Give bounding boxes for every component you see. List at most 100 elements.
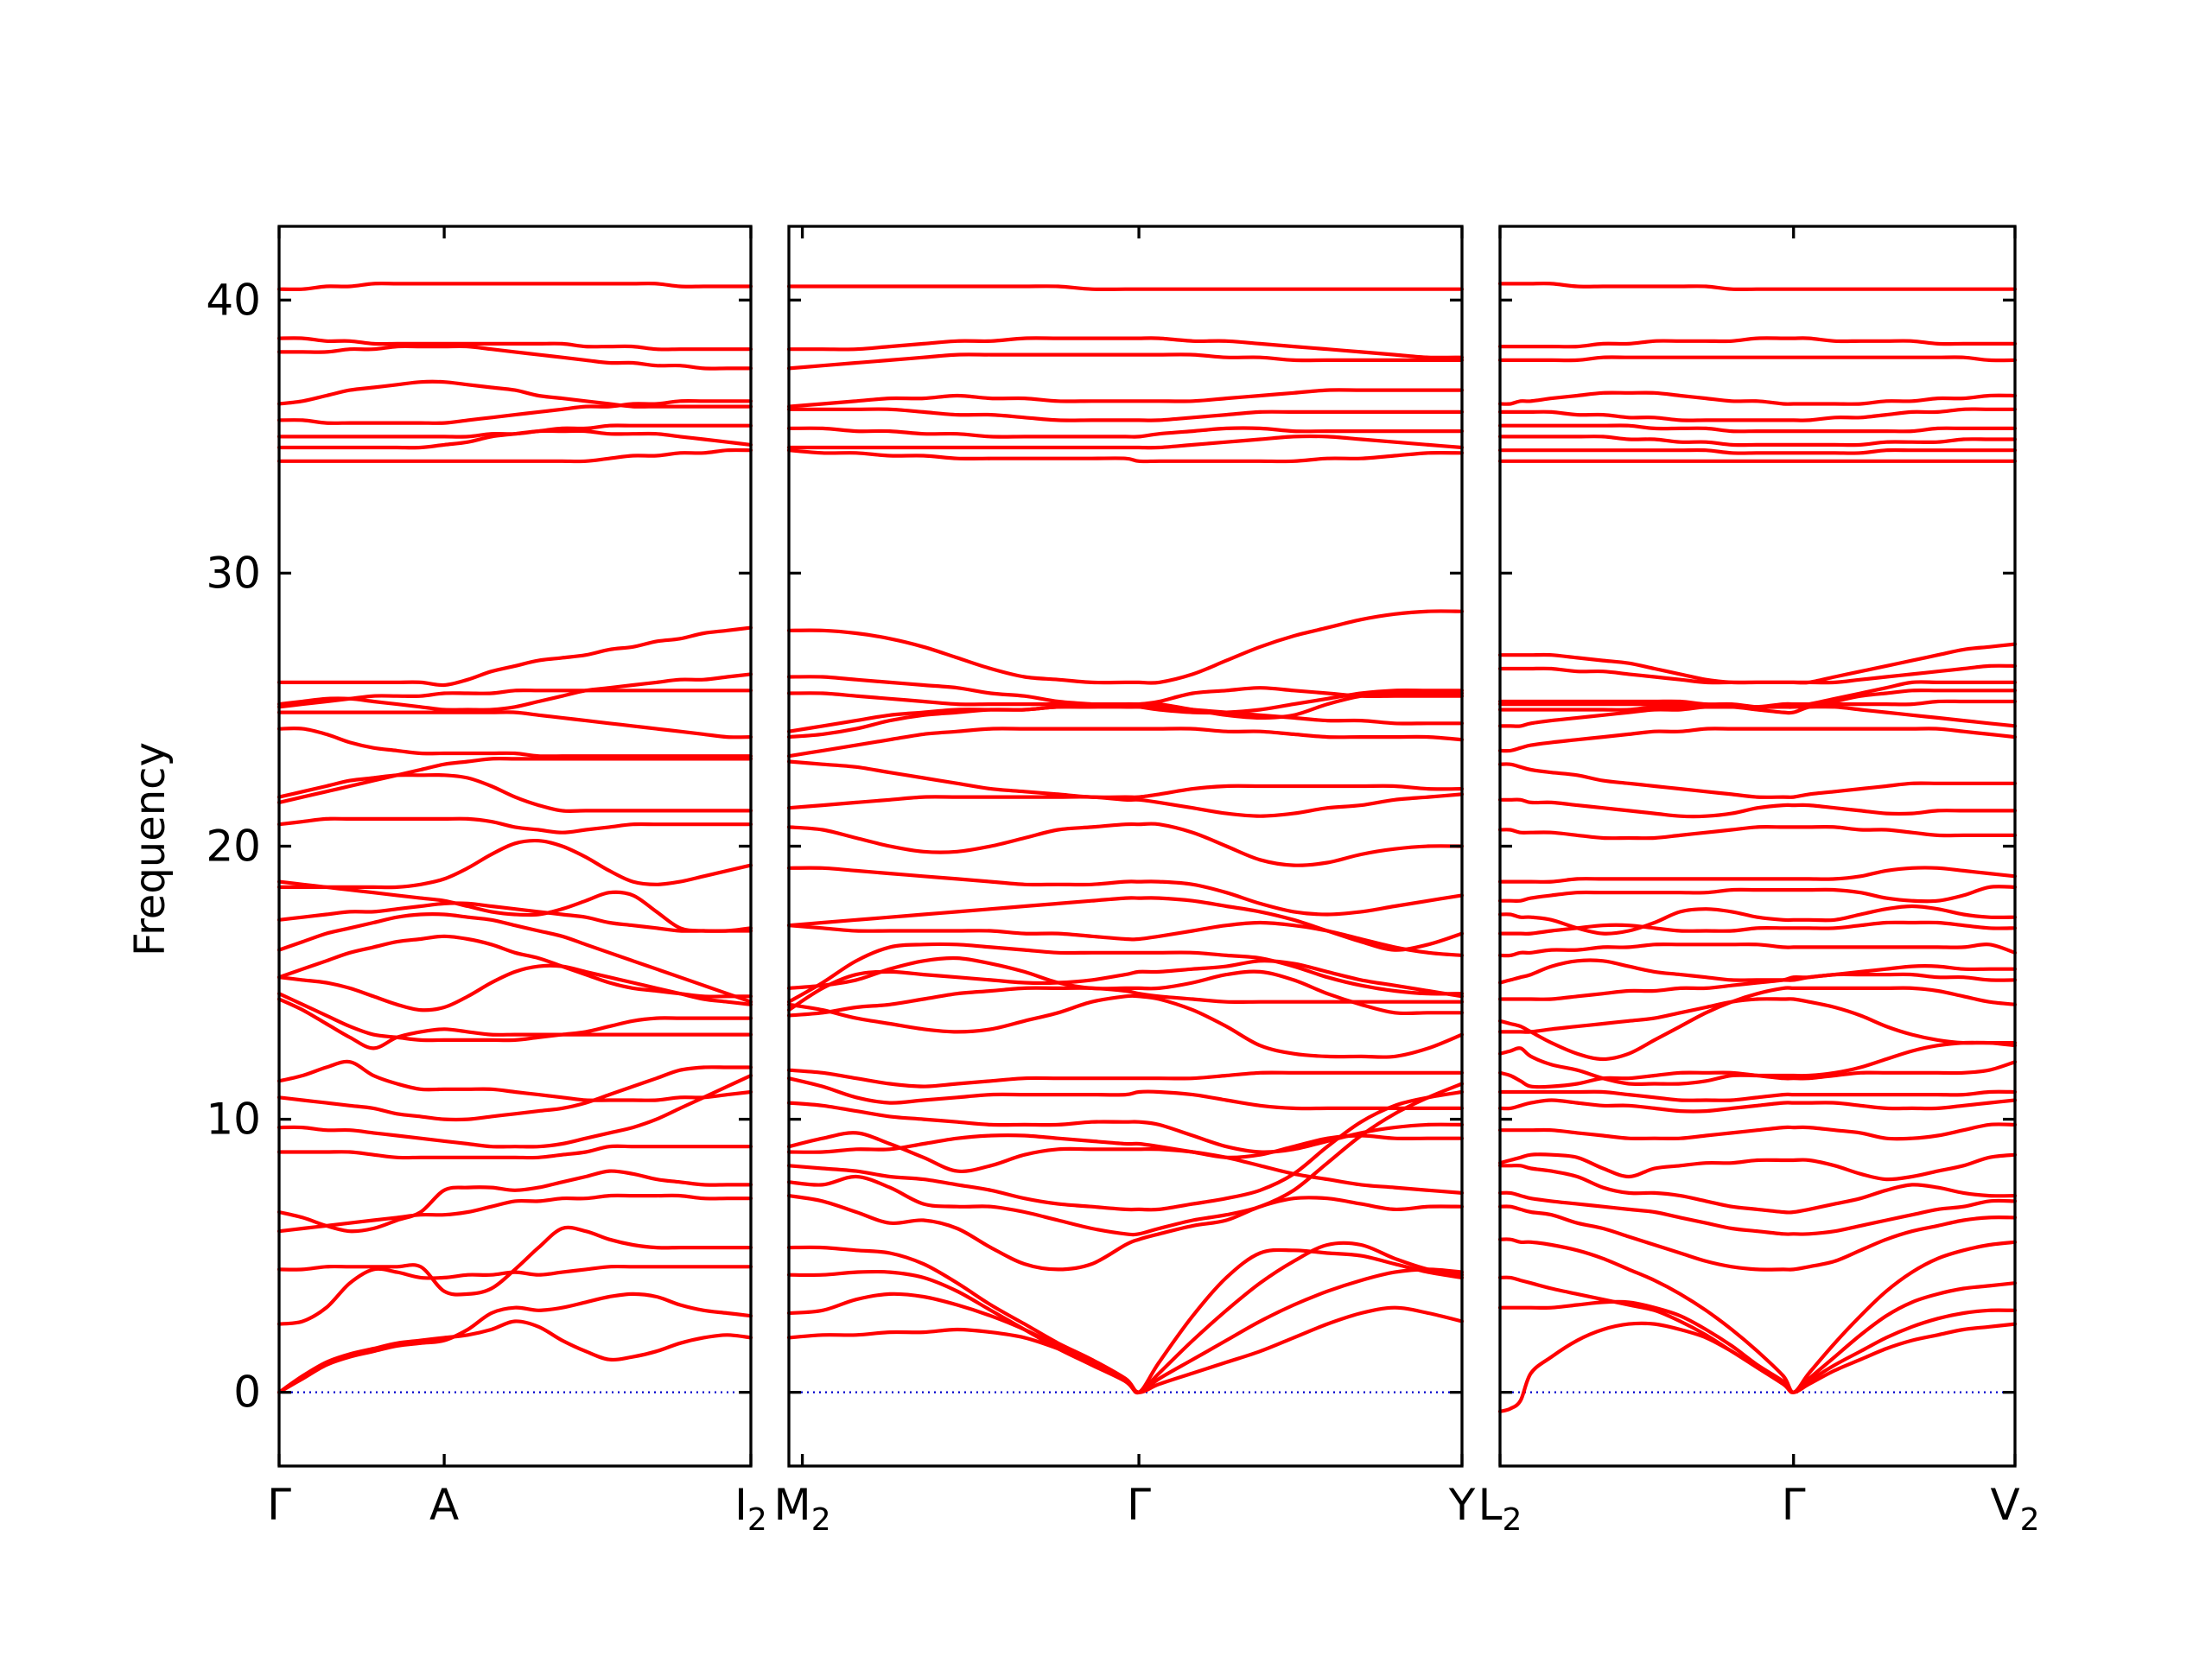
phonon-band-line [786, 822, 1465, 867]
phonon-band-line [786, 1245, 1465, 1395]
phonon-band-line [786, 1131, 1465, 1195]
phonon-band-line [276, 816, 753, 835]
phonon-band-line [1497, 942, 2018, 958]
phonon-band-line [276, 934, 753, 999]
phonon-band-line [786, 675, 1465, 715]
phonon-band-line [1497, 355, 2018, 363]
phonon-band-line [276, 901, 753, 933]
band-panel-2: M2 Γ Y [774, 225, 1476, 1538]
phonon-band-line [786, 1076, 1465, 1111]
phonon-band-line [1497, 680, 2018, 709]
phonon-band-line [786, 1068, 1465, 1089]
phonon-band-line [786, 759, 1465, 799]
phonon-band-line [1497, 688, 2018, 715]
phonon-band-line [1497, 447, 2018, 455]
phonon-band-line [276, 710, 753, 739]
phonon-band-line [786, 1082, 1465, 1237]
phonon-band-line [786, 1194, 1465, 1272]
phonon-band-line [1497, 958, 2018, 985]
phonon-band-line [786, 866, 1465, 917]
phonon-band-line [786, 896, 1465, 952]
phonon-band-line [786, 1133, 1465, 1160]
phonon-band-line [1497, 435, 2018, 447]
x-tick-label: A [429, 1480, 459, 1530]
phonon-band-line [1497, 1299, 2018, 1394]
phonon-band-line [1497, 972, 2018, 1001]
phonon-band-line [1497, 762, 2018, 799]
x-tick-label: I2 [734, 1480, 767, 1538]
phonon-band-line [276, 344, 753, 371]
phonon-band-line [786, 609, 1465, 685]
phonon-band-line [1497, 1163, 2018, 1215]
phonon-band-line [786, 1241, 1465, 1394]
phonon-band-line [276, 992, 753, 1043]
phonon-band-line [276, 1319, 753, 1394]
phonon-band-line [276, 997, 753, 1050]
x-tick-label: M2 [774, 1480, 831, 1538]
phonon-band-line [276, 1264, 753, 1326]
phonon-band-line [1497, 1089, 2018, 1102]
phonon-band-line [786, 959, 1465, 1012]
phonon-band-line [276, 879, 753, 933]
y-axis-label: Frequency [126, 742, 175, 956]
phonon-band-line [786, 993, 1465, 1059]
phonon-band-line [786, 388, 1465, 409]
phonon-band-line [1497, 336, 2018, 349]
phonon-band-line [1497, 1190, 2018, 1236]
phonon-band-line [786, 727, 1465, 759]
phonon-band-line [1497, 1152, 2018, 1182]
phonon-band-line [1497, 885, 2018, 904]
y-tick-label: 0 [233, 1368, 261, 1418]
phonon-band-line [1497, 282, 2018, 292]
phonon-band-line [1497, 1204, 2018, 1272]
phonon-band-line [1497, 825, 2018, 841]
phonon-band-line [786, 704, 1465, 739]
phonon-band-line [276, 727, 753, 759]
phonon-band-line [276, 772, 753, 813]
phonon-band-line [1497, 727, 2018, 753]
phonon-band-line [786, 792, 1465, 818]
x-tick-label: Γ [1127, 1480, 1151, 1530]
phonon-band-line [786, 426, 1465, 439]
phonon-band-line [786, 448, 1465, 464]
band-panel-1: Γ A I2 [267, 225, 767, 1538]
phonon-band-line [786, 434, 1465, 450]
phonon-band-line [786, 336, 1465, 360]
phonon-band-line [786, 920, 1465, 957]
phonon-band-line [1497, 390, 2018, 406]
phonon-band-line [276, 1059, 753, 1102]
phonon-band-line [786, 407, 1465, 422]
phonon-band-line [276, 1065, 753, 1122]
phonon-band-line [786, 352, 1465, 371]
y-tick-label: 20 [206, 822, 261, 872]
phonon-band-line [1497, 797, 2018, 819]
x-tick-label: Γ [1782, 1480, 1806, 1530]
phonon-band-line [276, 963, 753, 1012]
phonon-band-line [276, 757, 753, 804]
phonon-band-line [276, 672, 753, 712]
phonon-band-line [1497, 407, 2018, 422]
phonon-band-line [276, 625, 753, 688]
phonon-band-line [1497, 1237, 2018, 1394]
y-tick-label: 40 [206, 275, 261, 325]
x-tick-label: V2 [1990, 1480, 2039, 1538]
phonon-band-line [1497, 1040, 2018, 1087]
phonon-band-line [1497, 423, 2018, 434]
y-tick-label: 30 [206, 548, 261, 598]
x-tick-label: L2 [1478, 1480, 1522, 1538]
panels: Γ A I2 M2 Γ Y L2 Γ V2 [267, 225, 2040, 1538]
panel-frame [277, 225, 753, 1468]
phonon-band-line [276, 379, 753, 409]
phonon-band-line [1497, 642, 2018, 685]
phonon-band-line [276, 1225, 753, 1297]
phonon-band-line [276, 1292, 753, 1394]
phonon-band-line [1497, 866, 2018, 884]
phonon-band-line [1497, 904, 2018, 936]
phonon-band-line [276, 423, 753, 439]
phonon-band-line [786, 986, 1465, 1018]
phonon-band-line [786, 942, 1465, 1004]
phonon-band-line [276, 398, 753, 425]
phonon-band-line [786, 691, 1465, 720]
